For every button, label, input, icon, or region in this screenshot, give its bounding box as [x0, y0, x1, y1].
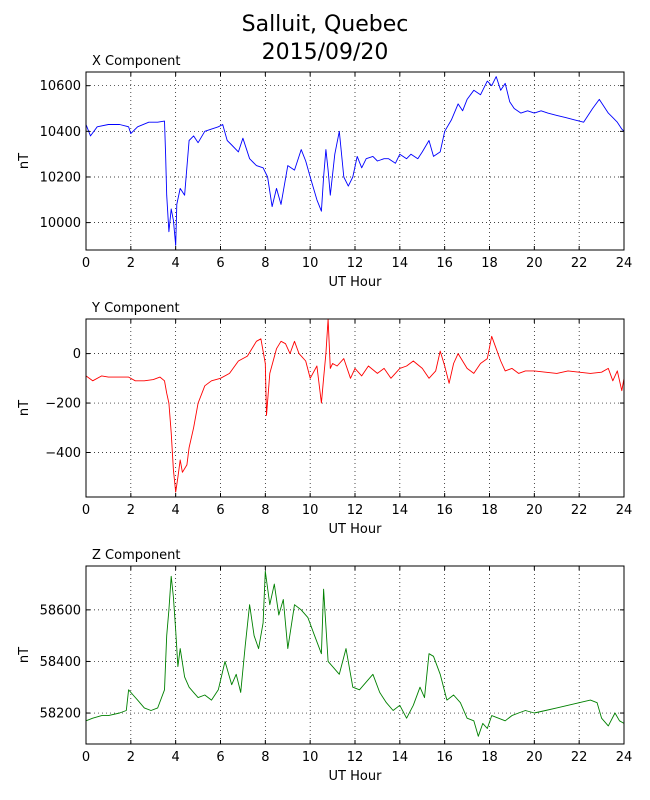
y-tick-label: 0: [73, 347, 81, 362]
x-tick-label: 20: [526, 256, 543, 271]
y-axis-label: nT: [17, 647, 32, 663]
y-tick-label: 58600: [40, 603, 81, 618]
x-tick-label: 6: [216, 256, 224, 271]
series-line-z: [85, 570, 625, 737]
x-tick-label: 20: [526, 750, 543, 765]
x-tick-label: 12: [347, 750, 364, 765]
x-tick-label: 18: [481, 256, 498, 271]
y-tick-label: 58400: [40, 655, 81, 670]
x-tick-label: 16: [436, 750, 453, 765]
x-tick-label: 10: [302, 503, 319, 518]
y-tick-label: −400: [45, 446, 81, 461]
series-line-y: [85, 318, 625, 493]
figure-title-line-2: 2015/09/20: [261, 40, 389, 65]
x-tick-label: 18: [481, 503, 498, 518]
x-tick-label: 12: [347, 503, 364, 518]
x-tick-label: 8: [261, 503, 269, 518]
x-axis-label: UT Hour: [329, 769, 383, 784]
x-axis-label: UT Hour: [329, 522, 383, 537]
x-tick-label: 14: [392, 503, 409, 518]
x-tick-label: 4: [172, 750, 180, 765]
y-tick-label: −200: [45, 397, 81, 412]
y-tick-label: 10000: [40, 216, 81, 231]
x-tick-label: 0: [82, 256, 90, 271]
x-tick-label: 16: [436, 256, 453, 271]
y-axis-label: nT: [17, 153, 32, 169]
x-tick-label: 6: [216, 750, 224, 765]
x-tick-label: 12: [347, 256, 364, 271]
subplot-x: 0 2 4 6 8 10 12 14 16 18 20 22 241000010200104001060…: [17, 54, 632, 290]
x-tick-label: 24: [616, 750, 633, 765]
x-tick-label: 14: [392, 256, 409, 271]
x-tick-label: 0: [82, 503, 90, 518]
x-tick-label: 24: [616, 256, 633, 271]
y-axis-label: nT: [17, 400, 32, 416]
x-tick-label: 4: [172, 256, 180, 271]
x-tick-label: 0: [82, 750, 90, 765]
x-tick-label: 6: [216, 503, 224, 518]
subplot-title: Z Component: [92, 548, 181, 563]
y-tick-label: 10200: [40, 170, 81, 185]
x-tick-label: 22: [571, 750, 588, 765]
x-tick-label: 14: [392, 750, 409, 765]
x-axis-label: UT Hour: [329, 275, 383, 290]
y-tick-label: 58200: [40, 707, 81, 722]
subplot-title: X Component: [92, 54, 181, 69]
y-tick-label: 10600: [40, 79, 81, 94]
x-tick-label: 2: [127, 256, 135, 271]
x-tick-label: 10: [302, 256, 319, 271]
x-tick-label: 22: [571, 256, 588, 271]
figure-title-line-1: Salluit, Quebec: [241, 12, 409, 37]
x-tick-label: 10: [302, 750, 319, 765]
x-tick-label: 24: [616, 503, 633, 518]
x-tick-label: 2: [127, 503, 135, 518]
series-line-x: [85, 76, 625, 246]
x-tick-label: 8: [261, 750, 269, 765]
x-tick-label: 18: [481, 750, 498, 765]
y-tick-label: 10400: [40, 125, 81, 140]
x-tick-label: 8: [261, 256, 269, 271]
x-tick-label: 22: [571, 503, 588, 518]
x-tick-label: 4: [172, 503, 180, 518]
x-tick-label: 2: [127, 750, 135, 765]
x-tick-label: 20: [526, 503, 543, 518]
subplot-title: Y Component: [91, 301, 180, 316]
x-tick-label: 16: [436, 503, 453, 518]
